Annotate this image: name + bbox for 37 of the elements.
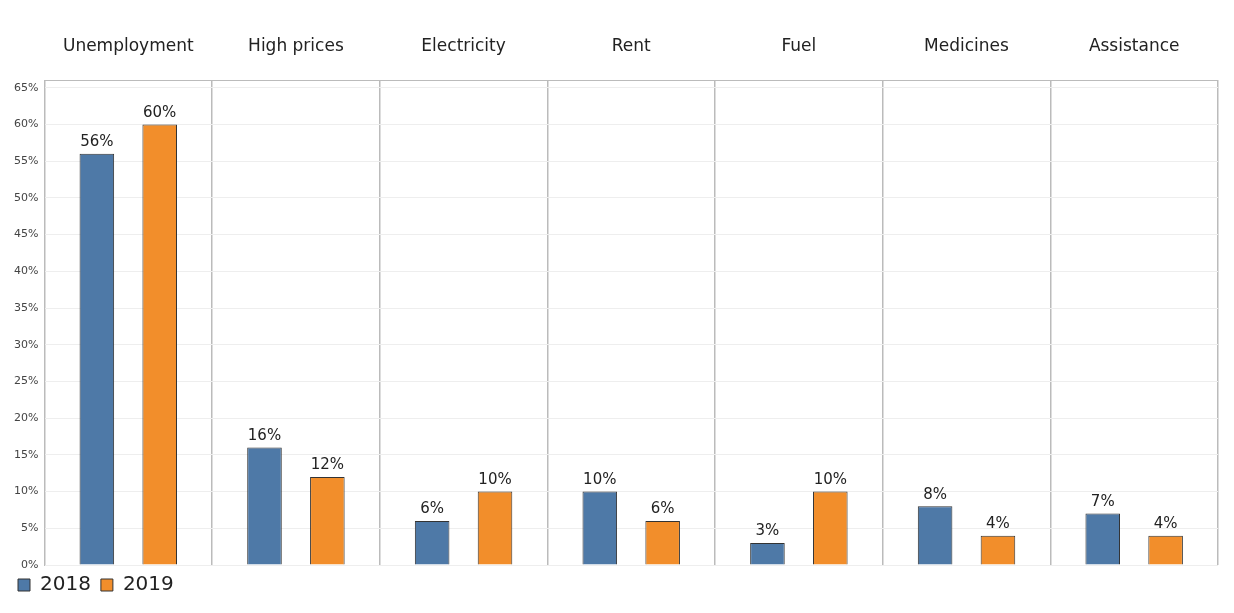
data-label: 6% [650, 499, 675, 518]
x-tick-label: Fuel [781, 34, 817, 55]
data-label: 4% [1153, 514, 1178, 533]
data-label: 3% [755, 521, 780, 540]
data-label: 10% [583, 469, 617, 488]
y-tick-label: 10% [14, 484, 39, 498]
x-tick-label: Rent [611, 34, 652, 55]
data-label: 16% [247, 425, 282, 444]
y-tick-label: 35% [14, 300, 39, 314]
data-label: 56% [80, 132, 114, 151]
y-tick-label: 45% [14, 227, 39, 241]
data-label: 60% [143, 102, 177, 121]
y-tick-label: 30% [14, 337, 39, 351]
y-tick-label: 15% [14, 447, 39, 461]
x-tick-label: Medicines [924, 34, 1010, 55]
x-tick-label: Assistance [1088, 34, 1180, 55]
y-tick-label: 65% [14, 80, 39, 94]
data-label: 4% [986, 514, 1010, 533]
legend-label: 2019 [122, 571, 174, 596]
x-tick-label: Unemployment [62, 34, 194, 55]
data-label: 7% [1090, 491, 1115, 510]
y-tick-label: 60% [14, 117, 39, 131]
data-label: 10% [478, 469, 512, 488]
legend-label: 2018 [40, 571, 91, 596]
y-tick-label: 5% [21, 521, 39, 535]
data-label: 8% [923, 484, 947, 503]
y-tick-label: 40% [14, 264, 39, 278]
y-tick-label: 55% [14, 154, 39, 168]
data-label: 6% [420, 499, 445, 518]
data-label: 10% [813, 469, 847, 488]
y-tick-label: 0% [21, 557, 39, 571]
x-tick-label: High prices [248, 34, 344, 55]
y-tick-label: 20% [14, 411, 39, 425]
y-tick-label: 25% [14, 374, 39, 388]
y-tick-label: 50% [14, 190, 39, 204]
data-label: 12% [310, 455, 345, 474]
x-tick-label: Electricity [421, 34, 506, 55]
